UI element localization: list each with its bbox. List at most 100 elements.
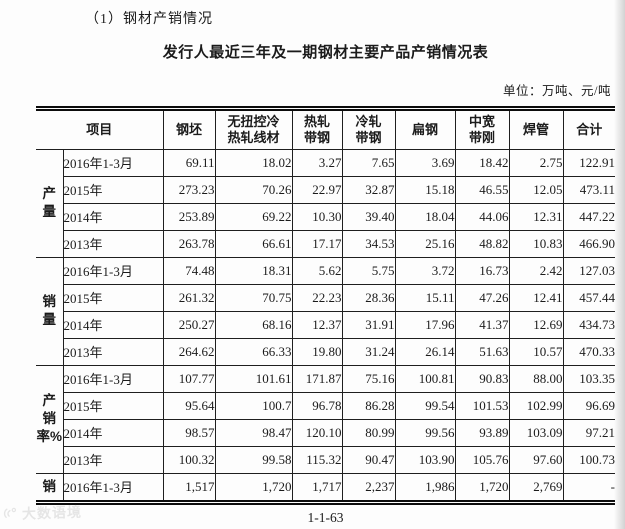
value-cell: 25.16 (394, 229, 456, 258)
table-row: 2014年 250.27 68.16 12.37 31.91 17.96 41.37 12.6… (36, 310, 616, 339)
value-cell: 105.76 (454, 445, 510, 474)
value-cell: 66.33 (214, 337, 293, 366)
value-cell: 48.82 (454, 229, 510, 258)
header-cell: 合计 (562, 110, 616, 150)
table-body: 产量 2016年1-3月 69.11 18.02 3.27 7.65 3.69 18.42 2.… (35, 148, 616, 501)
value-cell: 12.31 (508, 202, 564, 231)
header-cell: 焊管 (508, 110, 564, 150)
value-cell: 18.31 (214, 256, 293, 285)
table-row: 销量 2016年1-3月 74.48 18.31 5.62 5.75 3.72 16.73 2.… (35, 256, 616, 366)
period-cell: 2016年1-3月 (62, 148, 164, 177)
value-cell: 470.33 (562, 337, 616, 366)
scan-edge-shadow (614, 0, 625, 529)
value-cell: 70.26 (214, 175, 293, 204)
value-cell: 97.60 (508, 445, 564, 474)
value-cell: 5.62 (291, 256, 343, 285)
value-cell: 93.89 (454, 418, 510, 447)
header-cell: 扁钢 (394, 110, 456, 150)
header-cell-item: 项目 (35, 110, 164, 150)
value-cell: 2.75 (508, 148, 564, 177)
value-cell: 5.75 (341, 256, 396, 285)
header-cell: 中宽 带刚 (454, 110, 510, 150)
value-cell: 100.7 (214, 391, 293, 420)
product-sales-table: 项目 钢坯 无扭控冷 热轧线材 热轧 带钢 冷轧 带钢 扁钢 中宽 带刚 焊管 合计 产量 201… (35, 106, 616, 505)
period-cell: 2014年 (62, 310, 164, 339)
value-cell: 74.48 (162, 256, 216, 285)
value-cell: 15.11 (394, 283, 456, 312)
value-cell: 473.11 (562, 175, 616, 204)
value-cell: 127.03 (562, 256, 616, 285)
value-cell: 32.87 (341, 175, 396, 204)
value-cell: 3.27 (291, 148, 343, 177)
value-cell: 10.83 (508, 229, 564, 258)
value-cell: 115.32 (291, 445, 343, 474)
header-row: 项目 钢坯 无扭控冷 热轧线材 热轧 带钢 冷轧 带钢 扁钢 中宽 带刚 焊管 合计 (35, 110, 616, 150)
period-cell: 2013年 (62, 229, 164, 258)
value-cell: 2.42 (508, 256, 564, 285)
value-cell: 103.09 (508, 418, 564, 447)
value-cell: 41.37 (454, 310, 510, 339)
value-cell: 12.05 (508, 175, 564, 204)
value-cell: 1,717 (291, 472, 343, 501)
value-cell: 1,986 (394, 472, 456, 501)
value-cell: 171.87 (291, 364, 343, 393)
value-cell: 7.65 (341, 148, 396, 177)
value-cell: 18.42 (454, 148, 510, 177)
table-row: 2013年 100.32 99.58 115.32 90.47 103.90 105.76 9… (36, 445, 616, 474)
value-cell: 17.96 (394, 310, 456, 339)
table-row: 2015年 95.64 100.7 96.78 86.28 99.54 101.53 102.… (36, 391, 616, 420)
watermark-text: 大数语境 (21, 503, 83, 522)
header-cell: 热轧 带钢 (291, 110, 343, 150)
watermark-logo-icon (3, 505, 20, 523)
value-cell: 10.30 (291, 202, 343, 231)
value-cell: 101.53 (454, 391, 510, 420)
value-cell: 12.69 (508, 310, 564, 339)
period-cell: 2013年 (62, 445, 164, 474)
group-label-cell: 产量 (35, 148, 64, 258)
value-cell: 1,720 (214, 472, 293, 501)
period-cell: 2015年 (62, 175, 164, 204)
value-cell: 90.83 (454, 364, 510, 393)
table-row: 2013年 263.78 66.61 17.17 34.53 25.16 48.82 10.8… (36, 229, 616, 258)
section-heading: （1）钢材产销情况 (85, 12, 213, 27)
value-cell: 457.44 (562, 283, 616, 312)
value-cell: 68.16 (214, 310, 293, 339)
page-number: 1-1-63 (307, 510, 344, 525)
table-title: 发行人最近三年及一期钢材主要产品产销情况表 (162, 44, 489, 61)
value-cell: 1,517 (162, 472, 216, 501)
value-cell: 2,237 (341, 472, 396, 501)
table-row: 产销率% 2016年1-3月 107.77 101.61 171.87 75.16 100.… (35, 364, 616, 474)
period-cell: 2015年 (62, 283, 164, 312)
table-row: 产量 2016年1-3月 69.11 18.02 3.27 7.65 3.69 18.42 2.… (35, 148, 616, 258)
value-cell: 466.90 (562, 229, 616, 258)
period-cell: 2015年 (62, 391, 164, 420)
period-cell: 2016年1-3月 (62, 472, 164, 501)
header-cell: 钢坯 (162, 110, 216, 150)
value-cell: 100.32 (162, 445, 216, 474)
value-cell: 26.14 (394, 337, 456, 366)
group-label-cell: 销 (35, 472, 64, 501)
table-header: 项目 钢坯 无扭控冷 热轧线材 热轧 带钢 冷轧 带钢 扁钢 中宽 带刚 焊管 合计 (35, 110, 616, 150)
value-cell: 99.56 (394, 418, 456, 447)
header-cell: 无扭控冷 热轧线材 (214, 110, 293, 150)
value-cell: 103.35 (562, 364, 616, 393)
value-cell: 31.91 (341, 310, 396, 339)
value-cell: 22.23 (291, 283, 343, 312)
value-cell: 96.78 (291, 391, 343, 420)
value-cell: 3.72 (394, 256, 456, 285)
value-cell: 122.91 (562, 148, 616, 177)
value-cell: - (562, 472, 616, 501)
value-cell: 39.40 (341, 202, 396, 231)
watermark: 大数语境 (3, 502, 83, 525)
value-cell: 19.80 (291, 337, 343, 366)
period-cell: 2016年1-3月 (62, 256, 164, 285)
value-cell: 261.32 (162, 283, 216, 312)
value-cell: 44.06 (454, 202, 510, 231)
value-cell: 120.10 (291, 418, 343, 447)
value-cell: 250.27 (162, 310, 216, 339)
group-label-cell: 产销率% (35, 364, 64, 474)
table-row: 2013年 264.62 66.33 19.80 31.24 26.14 51.63 10.5… (36, 337, 616, 366)
value-cell: 34.53 (341, 229, 396, 258)
value-cell: 80.99 (341, 418, 396, 447)
value-cell: 95.64 (162, 391, 216, 420)
